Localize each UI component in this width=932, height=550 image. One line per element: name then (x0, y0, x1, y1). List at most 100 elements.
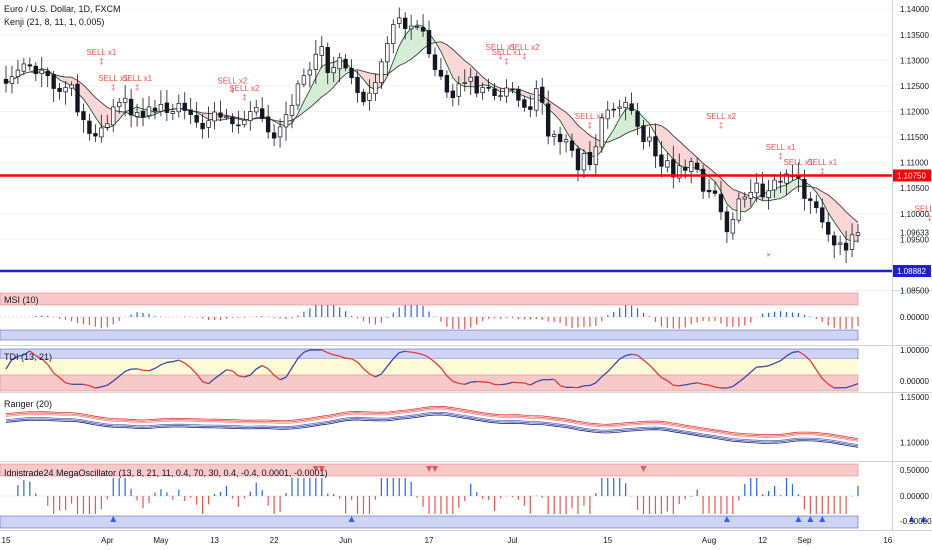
candle-body (3, 78, 9, 84)
tdi-line-segment (172, 359, 179, 363)
buy-arrow-marker (819, 516, 826, 522)
tdi-line-segment (261, 365, 269, 370)
tdi-line-segment (434, 361, 442, 369)
cloud-bear-segment (101, 102, 108, 129)
candle-body (545, 103, 551, 137)
tdi-line-segment (65, 382, 72, 385)
candle-body (826, 221, 831, 235)
tdi-pane[interactable] (5, 349, 859, 389)
tdi-line-segment (255, 365, 263, 370)
tdi-line-segment (124, 368, 132, 372)
cloud-bear-segment (65, 77, 72, 86)
cloud-bear-segment (554, 104, 561, 121)
candle-body (623, 101, 628, 108)
candle-body (206, 120, 211, 128)
msi-pane[interactable] (0, 305, 859, 329)
candle-body (105, 123, 110, 128)
candle-body (671, 159, 676, 178)
candle-body (498, 95, 503, 98)
tdi-line-segment (351, 358, 358, 363)
candle-body (724, 211, 730, 233)
tdi-line-segment (405, 350, 412, 353)
candle-body (265, 116, 271, 133)
tdi-line-segment (89, 385, 96, 389)
candle-body (784, 173, 789, 184)
cloud-bear-segment (834, 199, 841, 231)
tdi-line-segment (821, 378, 829, 385)
tdi-line-segment (702, 383, 710, 386)
mega-oscillator-pane[interactable] (0, 466, 927, 522)
candle-body (528, 106, 533, 110)
candle-body (522, 99, 527, 108)
buy-arrow-marker (110, 516, 117, 522)
candle-body (551, 134, 557, 137)
tdi-line-segment (631, 353, 638, 356)
candle-body (504, 87, 509, 97)
tdi-line-segment (595, 376, 603, 384)
tdi-line-segment (452, 380, 460, 384)
candle-body (325, 47, 330, 73)
tdi-line-segment (41, 358, 49, 365)
sell-signal-label: SELL x2 (509, 43, 539, 52)
price-tick-label: 1.11500 (900, 133, 929, 142)
tdi-line-segment (327, 352, 334, 356)
cloud-bear-segment (846, 211, 853, 242)
tdi-line-segment (714, 386, 722, 389)
sell-signal-label: SELL x1 (766, 143, 796, 152)
tdi-line-segment (380, 365, 388, 375)
candle-body (295, 83, 301, 106)
tdi-tick-label: 0.00000 (900, 377, 929, 386)
tdi-line-segment (851, 383, 859, 387)
candle-body (575, 148, 581, 171)
time-tick-label: Apr (101, 536, 114, 545)
time-tick-label: 15 (2, 536, 11, 545)
ranger-band-line (5, 414, 859, 448)
tdi-line-segment (339, 355, 346, 359)
level-price-tag (893, 265, 931, 278)
candle-body (426, 30, 432, 55)
candle-body (486, 86, 491, 89)
candle-body (629, 103, 634, 111)
tdi-line-segment (666, 380, 674, 386)
time-tick-label: 12 (758, 536, 767, 545)
tdi-line-segment (112, 375, 120, 382)
sell-signal-label: SELL x1 (575, 112, 605, 121)
cloud-bull-segment (625, 107, 632, 134)
sell-signal-marker: ‡ (111, 83, 115, 92)
candle-body (373, 82, 378, 94)
cloud-bear-segment (720, 178, 727, 205)
candle-body (134, 112, 140, 117)
tdi-line-segment (35, 355, 43, 360)
cloud-bear-segment (482, 76, 489, 86)
candle-body (742, 196, 747, 200)
tdi-line-segment (5, 359, 13, 370)
main-price-pane[interactable]: SELL x1‡SELL x1‡SELL x1‡SELL x2‡SELL x2‡… (0, 7, 932, 292)
candle-body (9, 76, 15, 84)
ranger-band-line (5, 413, 859, 447)
tdi-line-segment (428, 356, 436, 363)
tdi-line-segment (333, 354, 340, 357)
tdi-middle-band (0, 359, 858, 375)
candle-body (307, 69, 313, 76)
candle-body (492, 88, 497, 97)
price-tick-label: 1.13000 (900, 56, 929, 65)
candle-body (152, 107, 158, 112)
price-tick-label: 1.08500 (900, 287, 929, 296)
ranger-band-line (5, 408, 859, 442)
candle-body (313, 53, 319, 70)
cloud-bull-segment (607, 129, 614, 143)
cloud-bear-segment (703, 163, 710, 177)
cloud-bear-segment (202, 113, 209, 120)
cloud-bull-segment (405, 28, 412, 63)
candle-body (837, 242, 843, 245)
cloud-bear-segment (661, 125, 668, 153)
tdi-line-segment (166, 361, 173, 364)
tdi-line-segment (732, 381, 740, 387)
candle-body (283, 114, 289, 128)
tdi-line-segment (83, 383, 90, 387)
tdi-line-segment (696, 382, 704, 385)
candle-body (230, 116, 235, 125)
fast-ma-line (5, 24, 859, 242)
ranger-pane[interactable] (5, 405, 859, 448)
tdi-line-segment (500, 383, 507, 386)
